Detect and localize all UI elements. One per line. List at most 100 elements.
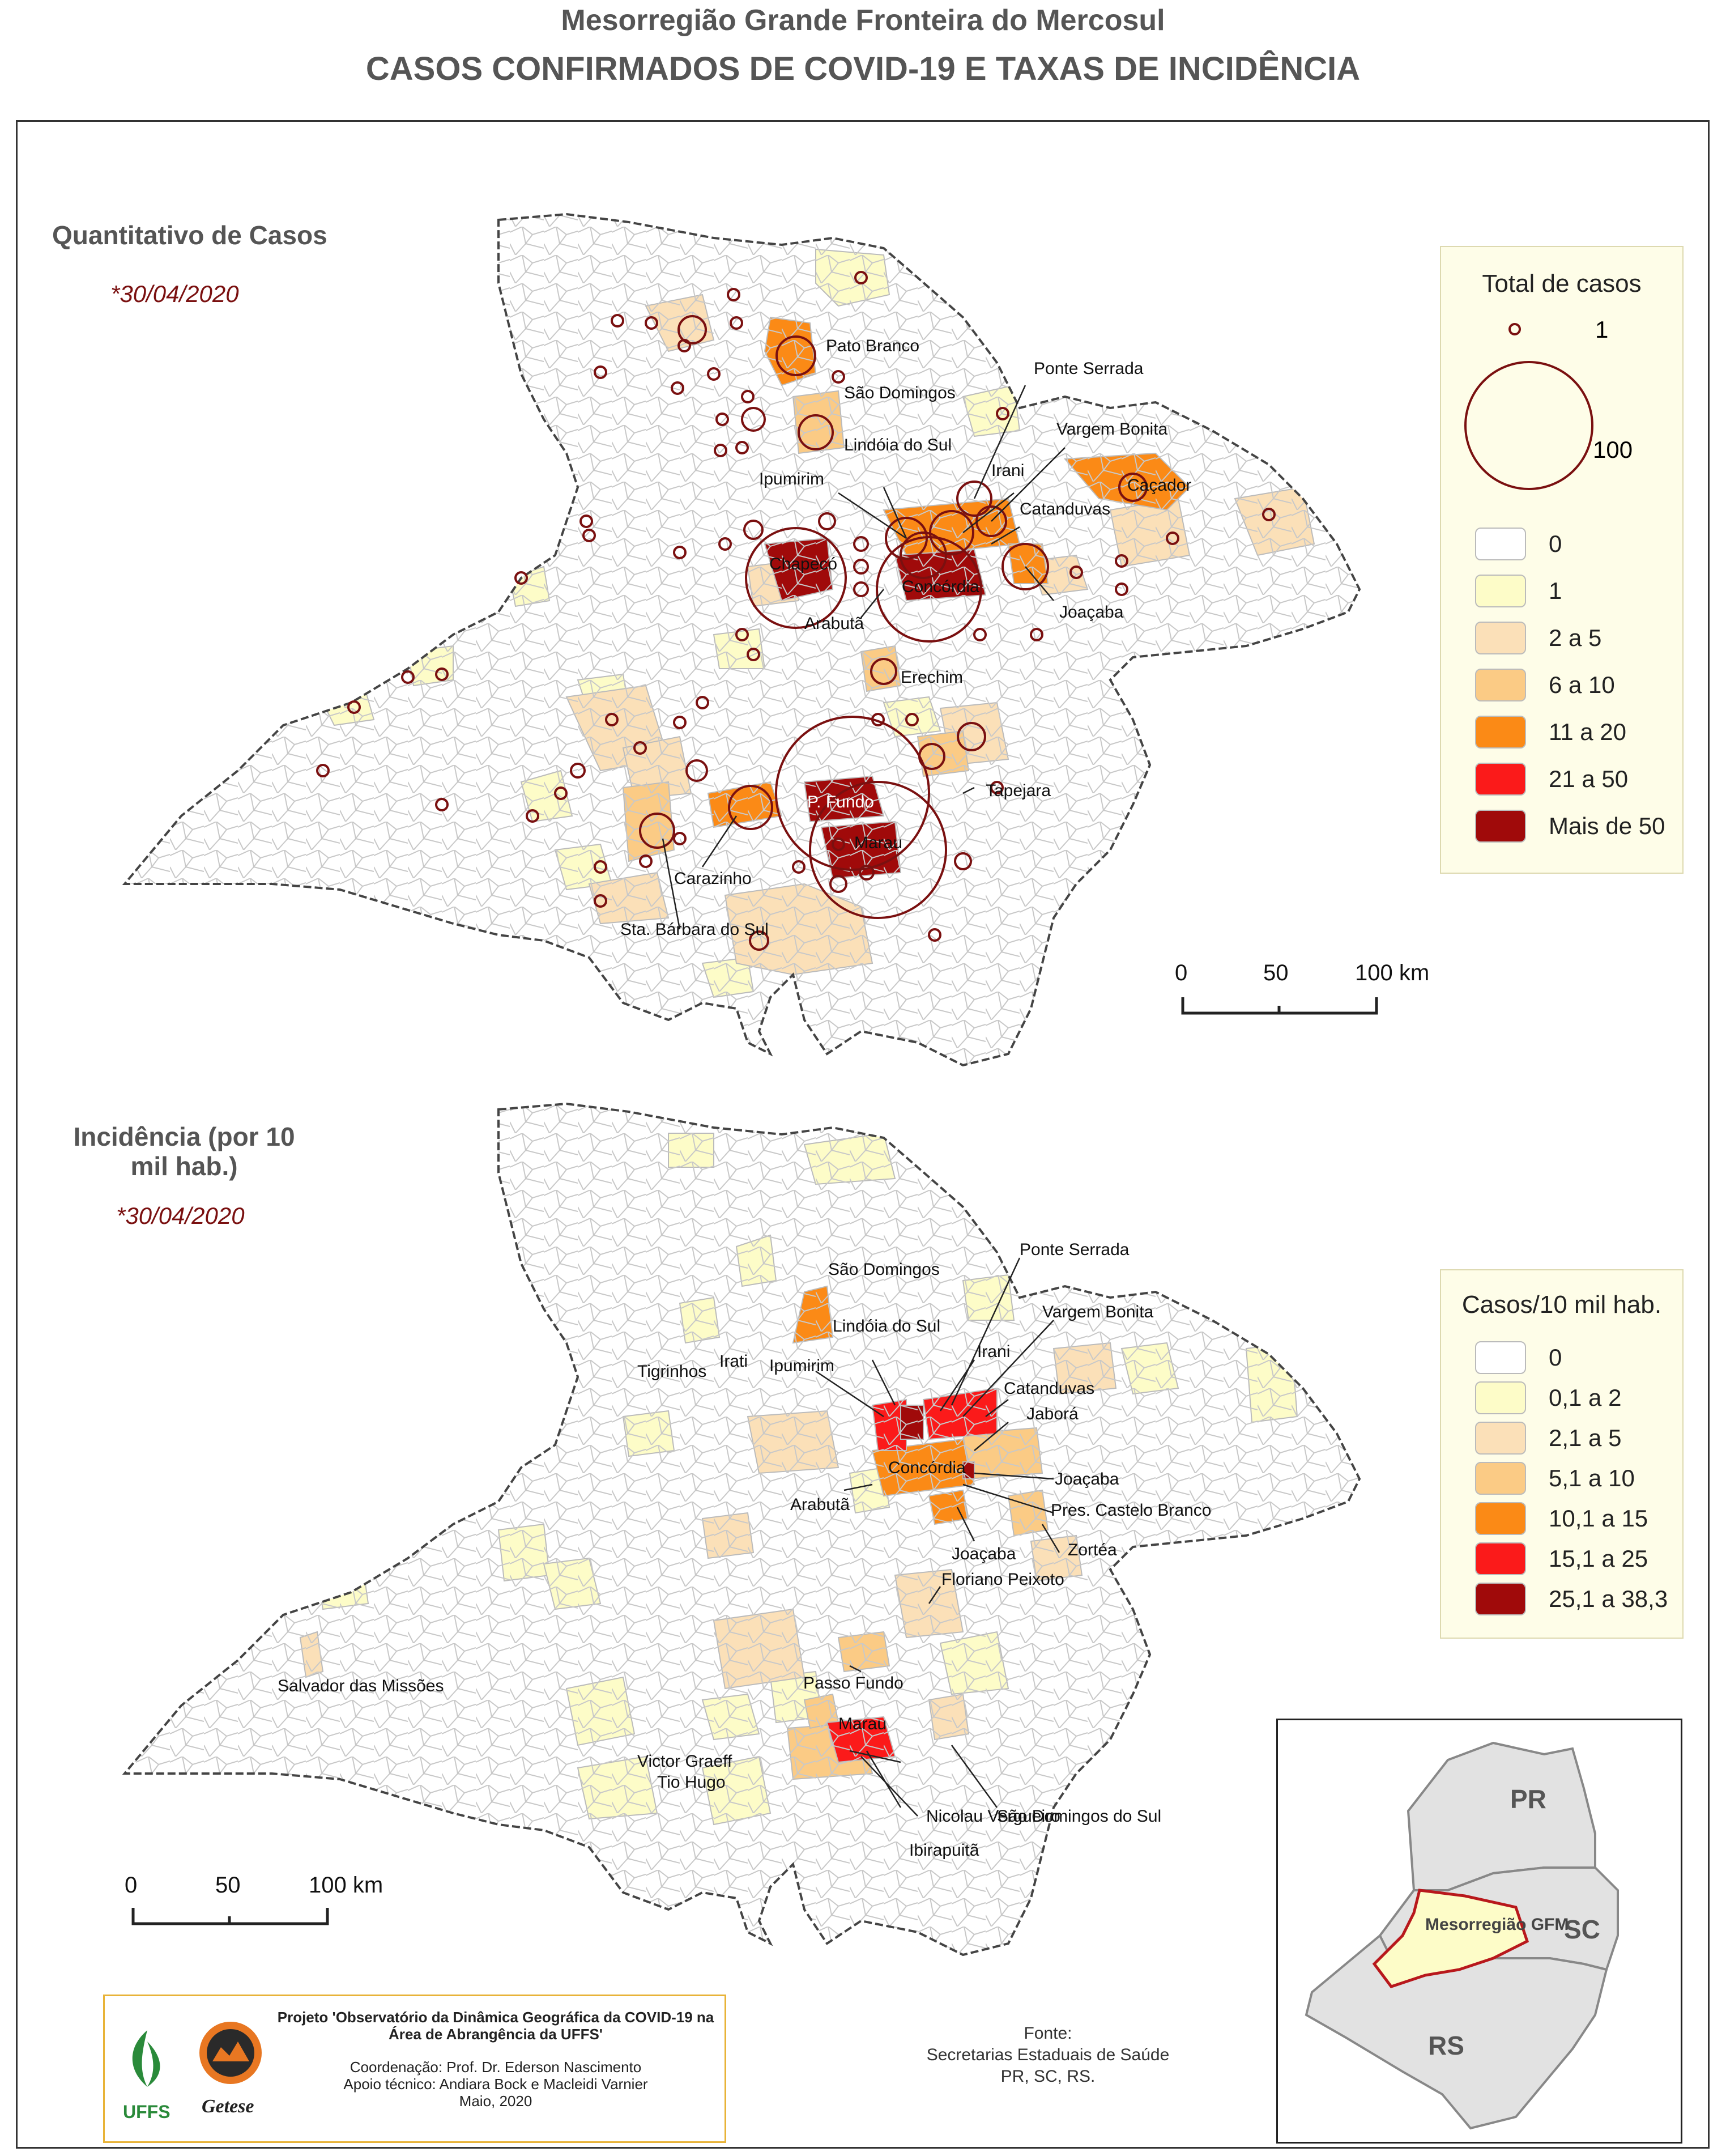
incidence-legend-label: 10,1 a 15 xyxy=(1549,1505,1648,1532)
label-vargem-bonita: Vargem Bonita xyxy=(1056,420,1168,439)
source-line1: Secretarias Estaduais de Saúde xyxy=(926,2046,1170,2064)
source-label: Fonte: xyxy=(1024,2024,1072,2043)
incidence-legend-row: 0,1 a 2 xyxy=(1475,1380,1621,1416)
label-ipumirim: Ipumirim xyxy=(759,470,824,488)
cases-legend-title: Total de casos xyxy=(1482,270,1642,297)
cases-legend-row: 11 a 20 xyxy=(1475,714,1626,750)
incidence-legend-row: 2,1 a 5 xyxy=(1475,1420,1621,1456)
label-ibirapuita: Ibirapuitã xyxy=(909,1841,979,1860)
cases-legend-swatch xyxy=(1475,716,1526,749)
scale-bar-bottom xyxy=(131,1908,329,1925)
label-irani: Irani xyxy=(991,461,1024,480)
label-erechim: Erechim xyxy=(901,668,963,687)
svg-text:UFFS: UFFS xyxy=(123,2102,171,2122)
inset-label-pr: PR xyxy=(1510,1784,1546,1814)
label-joacaba: Joaçaba xyxy=(1059,603,1124,622)
label-victor-graeff: Victor Graeff xyxy=(637,1752,732,1771)
label-sao-domingos-sul: São Domingos do Sul xyxy=(997,1807,1161,1826)
credits-date: Maio, 2020 xyxy=(459,2093,532,2110)
map-frame xyxy=(16,120,1710,2149)
cases-legend-label: 11 a 20 xyxy=(1549,718,1627,745)
incidence-legend-swatch xyxy=(1475,1341,1526,1374)
incidence-legend-row: 25,1 a 38,3 xyxy=(1475,1581,1668,1617)
source-line2: PR, SC, RS. xyxy=(1000,2067,1096,2086)
label-catanduvas: Catanduvas xyxy=(1020,500,1110,518)
inset-label-rs: RS xyxy=(1428,2031,1464,2060)
scale-top-100: 100 km xyxy=(1355,960,1429,985)
label-arabuta: Arabutã xyxy=(790,1495,850,1514)
incidence-legend-label: 5,1 a 10 xyxy=(1549,1465,1635,1491)
label-lindoia: Lindóia do Sul xyxy=(833,1317,940,1336)
case-circles xyxy=(316,271,1276,951)
cases-legend-swatch xyxy=(1475,622,1526,654)
cases-legend-label: Mais de 50 xyxy=(1549,813,1665,839)
incidence-legend-row: 5,1 a 10 xyxy=(1475,1460,1635,1496)
incidence-section-title: Incidência (por 10 mil hab.) xyxy=(73,1122,295,1181)
incidence-legend-label: 25,1 a 38,3 xyxy=(1549,1585,1668,1612)
label-joacaba1: Joaçaba xyxy=(1055,1470,1119,1489)
cases-map: Pato Branco São Domingos Ponte Serrada V… xyxy=(123,213,1361,1066)
incidence-date: *30/04/2020 xyxy=(116,1202,245,1229)
cases-legend-row: Mais de 50 xyxy=(1475,808,1665,844)
incidence-legend-swatch xyxy=(1475,1583,1526,1615)
label-salvador: Salvador das Missões xyxy=(278,1677,444,1695)
scale-bottom-50: 50 xyxy=(215,1873,241,1898)
label-carazinho: Carazinho xyxy=(674,869,752,888)
incidence-legend: Casos/10 mil hab. 0 0,1 a 2 2,1 a 5 5,1 a 1… xyxy=(1440,1269,1684,1639)
scale-bar-top xyxy=(1181,997,1378,1015)
project-title: Projeto 'Observatório da Dinâmica Geográ… xyxy=(277,2009,714,2043)
label-passo-fundo: Passo Fundo xyxy=(803,1674,904,1693)
label-floriano: Floriano Peixoto xyxy=(941,1570,1064,1589)
credits-box: UFFS Getese Projeto 'Observatório da Din… xyxy=(103,1995,726,2143)
label-vargem-bonita: Vargem Bonita xyxy=(1042,1303,1154,1321)
label-pres-castelo: Pres. Castelo Branco xyxy=(1051,1501,1211,1520)
label-jabora: Jaborá xyxy=(1026,1405,1079,1423)
cases-legend-label: 6 a 10 xyxy=(1549,671,1615,698)
incidence-legend-title: Casos/10 mil hab. xyxy=(1461,1291,1662,1319)
cases-legend-swatch xyxy=(1475,810,1526,843)
label-sao-domingos: São Domingos xyxy=(844,384,956,402)
label-concordia: Concórdia xyxy=(902,577,979,596)
label-cacador: Caçador xyxy=(1127,476,1191,495)
size-legend-100: 100 xyxy=(1593,436,1633,463)
size-legend-small-circle xyxy=(1508,323,1521,335)
scale-bottom-100: 100 km xyxy=(309,1873,383,1898)
label-joacaba2: Joaçaba xyxy=(952,1545,1016,1563)
incidence-legend-row: 0 xyxy=(1475,1339,1562,1376)
inset-label-region: Mesorregião GFM xyxy=(1425,1915,1569,1934)
label-tio-hugo: Tio Hugo xyxy=(657,1773,726,1792)
scale-labels: 0 50 100 km 0 50 100 km xyxy=(125,960,1429,1898)
incidence-legend-row: 10,1 a 15 xyxy=(1475,1500,1648,1537)
source: Fonte: Secretarias Estaduais de Saúde PR… xyxy=(895,2023,1201,2087)
incidence-legend-label: 15,1 a 25 xyxy=(1549,1545,1648,1572)
label-marau: Marau xyxy=(838,1715,887,1733)
label-chapeco: Chapecó xyxy=(769,555,837,573)
label-pato-branco: Pato Branco xyxy=(826,337,919,355)
incidence-legend-label: 0,1 a 2 xyxy=(1549,1384,1622,1411)
label-marau: Marau xyxy=(854,834,902,852)
scale-bottom-0: 0 xyxy=(125,1873,137,1898)
support: Apoio técnico: Andiara Bock e Macleidi V… xyxy=(343,2076,648,2093)
cases-legend-label: 1 xyxy=(1549,577,1562,604)
label-sao-domingos: São Domingos xyxy=(828,1260,940,1279)
place-labels-bottom: São Domingos Ponte Serrada Vargem Bonita… xyxy=(278,1240,1211,1860)
cases-legend-swatch xyxy=(1475,669,1526,701)
cases-legend-row: 6 a 10 xyxy=(1475,667,1615,703)
inset-label-sc: SC xyxy=(1564,1915,1600,1944)
label-catanduvas: Catanduvas xyxy=(1004,1379,1094,1398)
map-title: Mesorregião Grande Fronteira do Mercosul xyxy=(561,4,1165,37)
scale-top-0: 0 xyxy=(1175,960,1187,985)
label-tigrinhos: Tigrinhos xyxy=(637,1362,706,1381)
cases-legend-row: 21 a 50 xyxy=(1475,761,1628,797)
size-legend-large-circle xyxy=(1464,361,1593,490)
incidence-legend-swatch xyxy=(1475,1422,1526,1455)
label-concordia: Concórdia xyxy=(888,1458,966,1477)
incidence-legend-label: 2,1 a 5 xyxy=(1549,1424,1622,1451)
svg-text:Getese: Getese xyxy=(202,2096,254,2117)
incidence-map: São Domingos Ponte Serrada Vargem Bonita… xyxy=(122,1102,1361,1957)
incidence-legend-swatch xyxy=(1475,1381,1526,1414)
map-subtitle: CASOS CONFIRMADOS DE COVID-19 E TAXAS DE… xyxy=(365,50,1361,87)
label-tapejara: Tapejara xyxy=(986,781,1051,800)
uffs-logo: UFFS xyxy=(123,2030,171,2122)
